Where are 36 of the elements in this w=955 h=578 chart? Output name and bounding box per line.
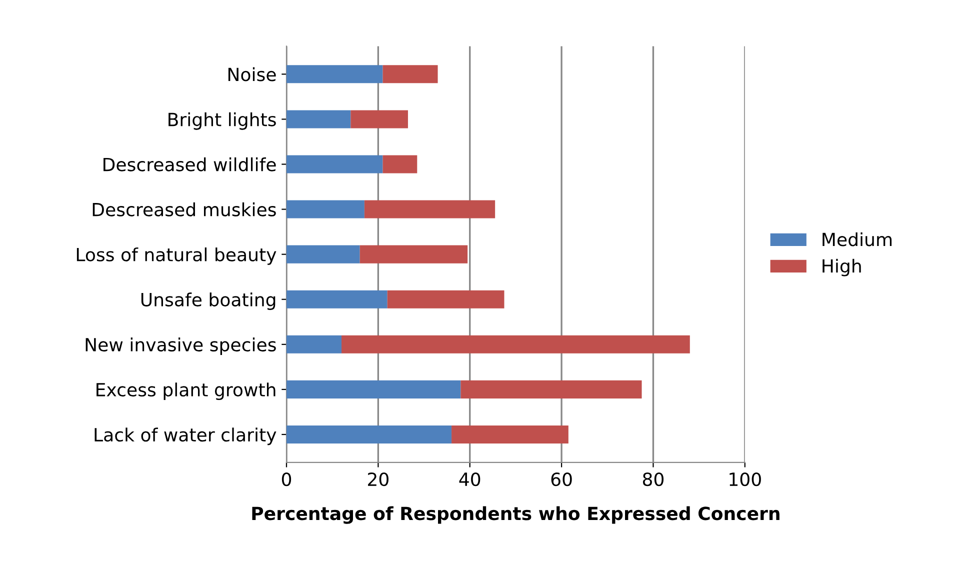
bar [286, 380, 461, 398]
bar [387, 290, 504, 308]
x-tick-label: 60 [551, 472, 572, 486]
x-tick-label: 40 [459, 472, 480, 486]
y-tick-label: Excess plant growth [96, 382, 276, 400]
bar [286, 335, 342, 354]
y-tick-label: Unsafe boating [141, 292, 276, 310]
bar [360, 245, 468, 264]
bar [342, 335, 690, 354]
y-tick-label: Descreased wildlife [104, 157, 276, 172]
bar [286, 110, 351, 128]
bar [286, 425, 452, 444]
bar [286, 245, 360, 264]
x-tick-label: 80 [642, 472, 664, 486]
x-tick-label: 0 [282, 472, 292, 486]
bar [286, 290, 388, 308]
bar [350, 110, 408, 128]
bar [364, 200, 496, 218]
x-tick-label: 20 [368, 472, 388, 486]
bar [382, 155, 418, 174]
bar [382, 65, 438, 84]
x-axis-title: Percentage of Respondents who Expressed Concern [252, 506, 780, 524]
y-tick-label: New invasive species [86, 338, 276, 356]
legend-label: High [822, 258, 861, 276]
y-tick-label: Bright lights [168, 112, 276, 130]
y-tick-label: Loss of natural beauty [76, 247, 276, 265]
legend-label: Medium [822, 232, 892, 246]
y-tick-label: Lack of water clarity [94, 428, 276, 446]
bar [460, 380, 642, 398]
x-tick-label: 100 [730, 472, 761, 486]
bar [286, 200, 364, 218]
bar [286, 65, 383, 84]
bar [452, 425, 568, 444]
y-tick-label: Noise [228, 67, 276, 82]
y-tick-label: Descreased muskies [92, 202, 276, 216]
bar [286, 155, 383, 174]
